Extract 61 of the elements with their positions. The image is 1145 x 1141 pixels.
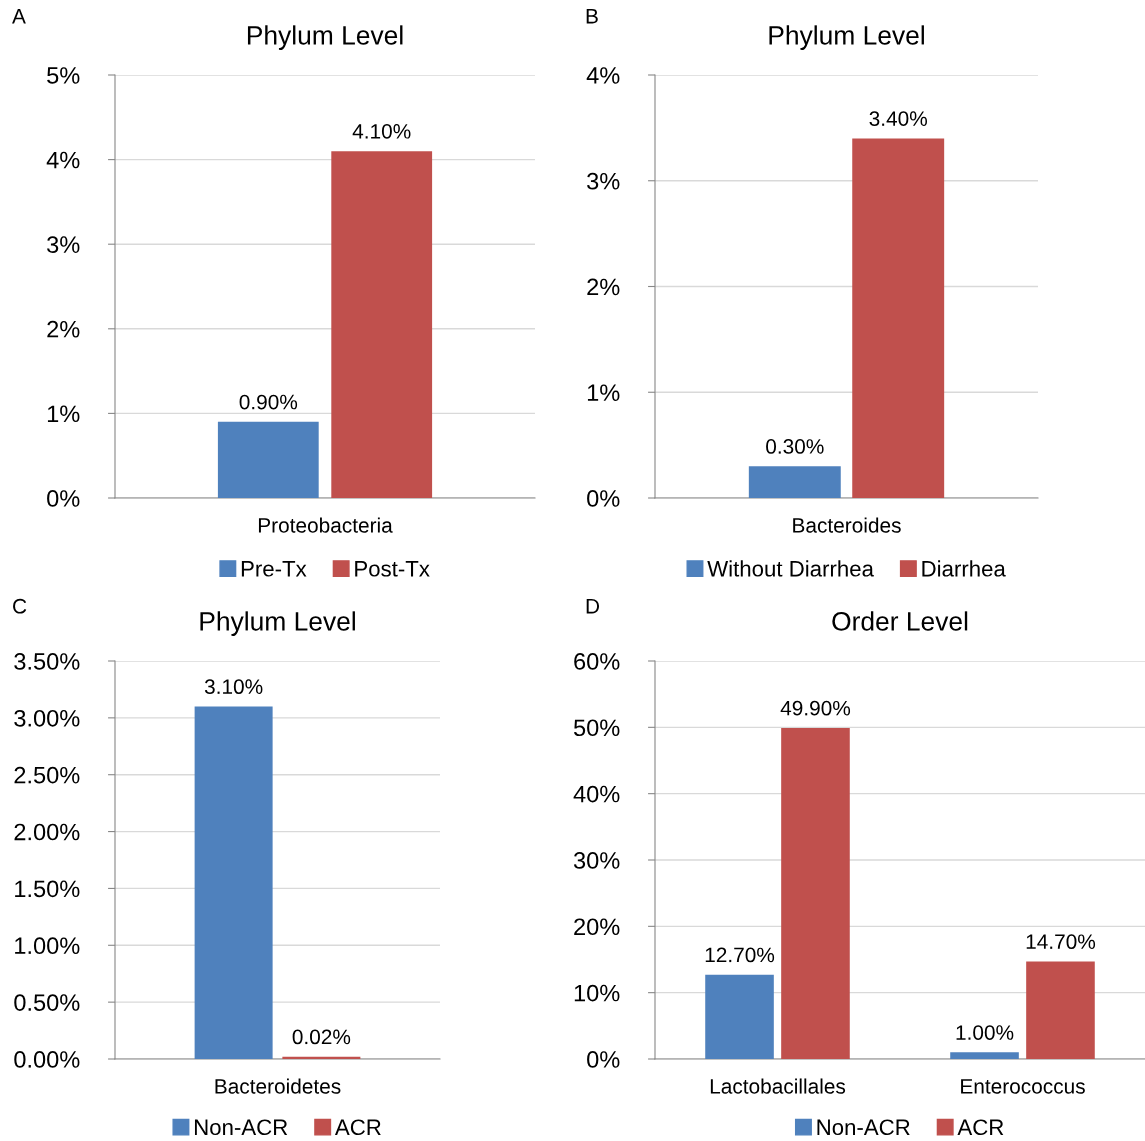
x-tick-label: Proteobacteria xyxy=(258,517,393,533)
y-tick-label: 1.00% xyxy=(15,937,80,955)
legend-label: Post-Tx xyxy=(355,561,430,577)
y-tick-label: 4% xyxy=(586,67,620,84)
y-tick-label: 0% xyxy=(587,490,620,507)
data-label: 14.70% xyxy=(1026,934,1096,950)
chart-title: Phylum Level xyxy=(200,611,355,636)
x-tick-label: Enterococcus xyxy=(961,1079,1085,1094)
data-label: 1.00% xyxy=(956,1025,1014,1040)
y-tick-label: 2% xyxy=(587,278,620,296)
x-tick-label: Lactobacillales xyxy=(710,1078,846,1094)
y-tick-label: 3.00% xyxy=(14,709,80,727)
y-tick-label: 0.50% xyxy=(14,994,80,1011)
y-tick-label: 10% xyxy=(574,984,620,1002)
legend-label: Non-ACR xyxy=(194,1119,288,1136)
y-tick-label: 1% xyxy=(587,384,620,401)
legend-label: Pre-Tx xyxy=(241,561,307,577)
bar xyxy=(705,974,774,1059)
data-label: 4.10% xyxy=(352,123,411,139)
y-tick-label: 60% xyxy=(574,653,620,670)
y-tick-label: 5% xyxy=(47,67,80,84)
text: C xyxy=(13,598,27,614)
y-tick-label: 0% xyxy=(47,490,80,507)
y-tick-label: 50% xyxy=(573,719,620,737)
y-tick-label: 3% xyxy=(47,236,80,253)
y-tick-label: 1.50% xyxy=(15,880,80,898)
bar xyxy=(781,728,850,1059)
legend-label: Non-ACR xyxy=(817,1119,910,1136)
y-tick-label: 2% xyxy=(47,320,80,338)
data-label: 3.40% xyxy=(869,111,927,126)
y-tick-label: 0.00% xyxy=(14,1051,80,1068)
data-label: 12.70% xyxy=(705,947,775,963)
text: D xyxy=(586,599,600,614)
bar xyxy=(950,1052,1019,1059)
y-tick-label: 20% xyxy=(574,918,620,936)
y-tick-label: 30% xyxy=(573,852,620,869)
legend-label: ACR xyxy=(957,1119,1004,1136)
y-tick-label: 3% xyxy=(587,172,620,190)
text: A xyxy=(12,9,26,24)
chart-title: Phylum Level xyxy=(247,25,403,50)
data-label: 0.02% xyxy=(292,1029,351,1045)
y-tick-label: 2.00% xyxy=(14,823,80,841)
x-tick-label: Bacteroidetes xyxy=(215,1078,341,1094)
y-tick-label: 2.50% xyxy=(14,766,80,784)
text: B xyxy=(586,9,598,24)
legend-label: Diarrhea xyxy=(922,560,1006,577)
data-label: 0.30% xyxy=(766,439,824,454)
y-tick-label: 40% xyxy=(573,785,620,803)
data-label: 0.90% xyxy=(239,394,298,410)
bar xyxy=(1026,961,1095,1059)
x-tick-label: Bacteroides xyxy=(793,517,901,533)
y-tick-label: 0% xyxy=(587,1051,620,1068)
data-label: 49.90% xyxy=(780,700,851,716)
legend-label: Without Diarrhea xyxy=(707,560,874,577)
y-tick-label: 4% xyxy=(46,151,80,169)
chart-title: Order Level xyxy=(832,611,968,631)
legend-label: ACR xyxy=(334,1119,381,1136)
y-tick-label: 1% xyxy=(47,405,80,423)
y-tick-label: 3.50% xyxy=(14,653,80,670)
chart-title: Phylum Level xyxy=(769,25,924,50)
data-label: 3.10% xyxy=(204,679,263,695)
